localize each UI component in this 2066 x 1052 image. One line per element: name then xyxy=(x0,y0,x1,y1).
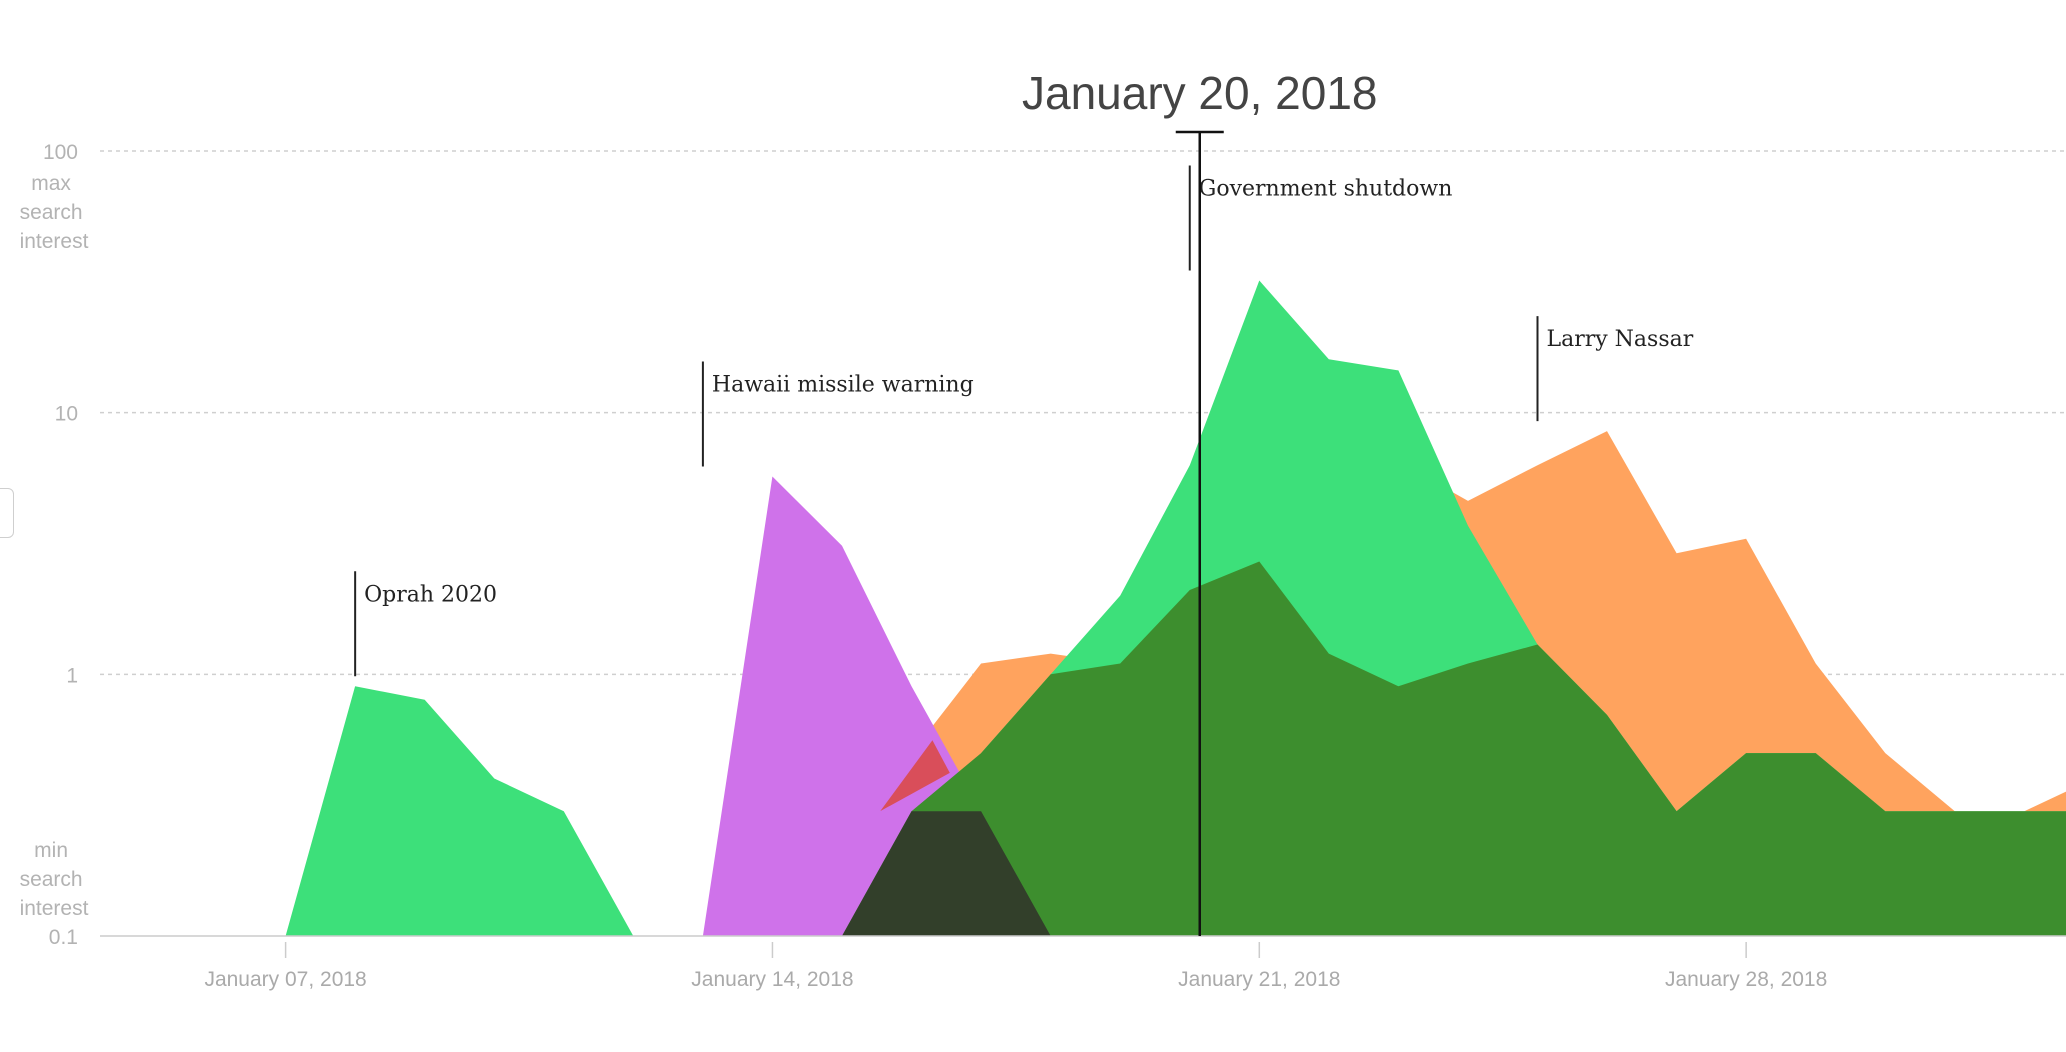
y-max-label-line-1: max xyxy=(31,172,71,195)
y-tick-label: 1 xyxy=(66,664,78,687)
y-axis: 0.1 1 10 100 xyxy=(43,141,78,949)
y-min-label-line-2: search xyxy=(20,868,83,891)
y-tick-label: 10 xyxy=(55,403,78,426)
y-min-label-line-1: min xyxy=(34,839,68,862)
y-tick-label: 0.1 xyxy=(49,926,78,949)
x-tick-label: January 07, 2018 xyxy=(204,968,366,991)
annotation-label: Government shutdown xyxy=(1199,176,1453,201)
side-panel-handle[interactable] xyxy=(0,488,14,538)
event-annotations: Oprah 2020 Hawaii missile warning Governme… xyxy=(354,165,1694,677)
series-areas xyxy=(146,280,2066,936)
y-max-label-line-3: interest xyxy=(20,230,89,253)
date-cursor[interactable] xyxy=(1175,130,1224,936)
hover-date-label: January 20, 2018 xyxy=(1022,67,1378,119)
x-tick-label: January 14, 2018 xyxy=(691,968,853,991)
series-area xyxy=(146,561,2066,936)
overlap-area xyxy=(842,811,1121,936)
x-tick-label: January 28, 2018 xyxy=(1665,968,1827,991)
y-min-label-line-3: interest xyxy=(20,897,89,920)
annotation-label: Oprah 2020 xyxy=(364,582,497,607)
overlap-area xyxy=(880,740,950,812)
annotation-label: Larry Nassar xyxy=(1547,327,1694,352)
y-tick-label: 100 xyxy=(43,141,78,164)
y-max-label: max search interest xyxy=(20,172,89,253)
x-axis: January 07, 2018 January 14, 2018 January … xyxy=(100,935,2066,991)
annotation-label: Hawaii missile warning xyxy=(712,373,974,398)
x-tick-label: January 21, 2018 xyxy=(1178,968,1340,991)
y-min-label: min search interest xyxy=(20,839,89,920)
y-max-label-line-2: search xyxy=(20,201,83,224)
